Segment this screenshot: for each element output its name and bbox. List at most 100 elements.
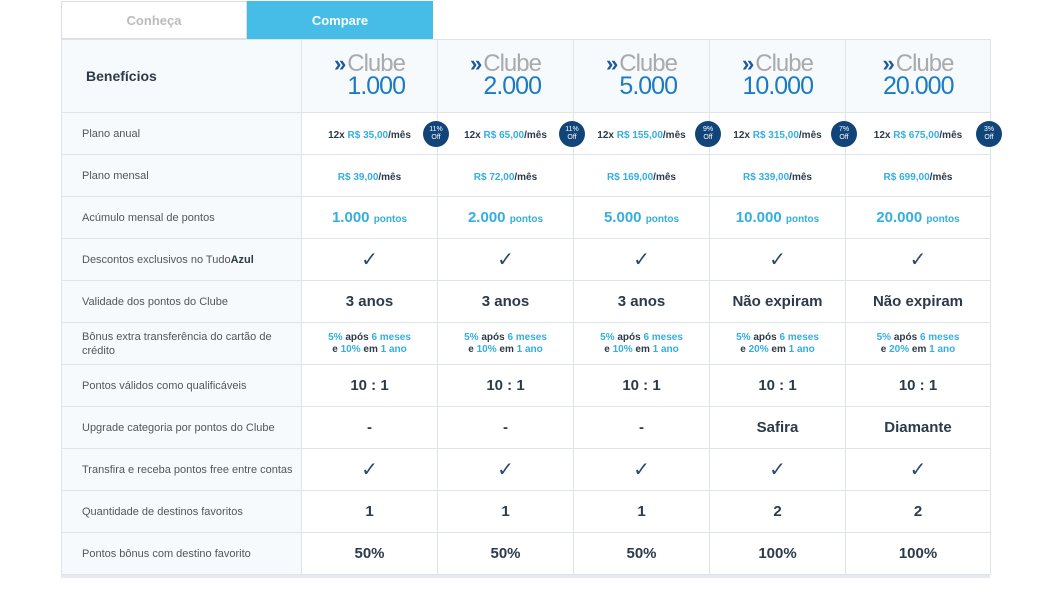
benefit-cell: 12x R$ 315,00/mês 7% Off xyxy=(709,112,857,155)
benefit-value: 3 anos xyxy=(617,292,666,310)
per-month: /mês xyxy=(939,129,963,141)
comparison-table: Benefícios »Clube 1.000 »Clube 2.000 »Clube 5.… xyxy=(61,39,1002,575)
benefit-cell: 2.000 pontos xyxy=(437,196,574,239)
discount-badge: 7% Off xyxy=(831,121,857,147)
benefit-cell: 1 xyxy=(573,490,710,533)
tab-compare[interactable]: Compare xyxy=(247,1,433,39)
benefit-cell: ✓ xyxy=(437,238,574,281)
check-icon: ✓ xyxy=(769,249,786,271)
bonus-percent-2: 10% xyxy=(476,343,497,355)
bonus-text: 5% após 6 meses e 20% em 1 ano xyxy=(846,332,990,356)
per-month: /mês xyxy=(929,171,953,183)
bonus-months: 6 meses xyxy=(779,331,819,343)
benefit-cell: R$ 339,00/mês xyxy=(709,154,846,197)
table-row: Upgrade categoria por pontos do Clube - - -… xyxy=(61,406,991,449)
benefit-cell: 10 : 1 xyxy=(709,364,846,407)
check-icon: ✓ xyxy=(769,459,786,481)
benefit-label: Bônus extra transferência do cartão de c… xyxy=(61,322,302,365)
check-icon: ✓ xyxy=(361,249,378,271)
benefit-cell: 10 : 1 xyxy=(845,364,991,407)
benefit-cell: 10 : 1 xyxy=(573,364,710,407)
bonus-and: e xyxy=(880,343,887,355)
benefit-label-text: Plano mensal xyxy=(82,169,149,182)
table-row: Validade dos pontos do Clube 3 anos 3 anos… xyxy=(61,280,991,323)
benefit-label-text: Bônus extra transferência do cartão de c… xyxy=(82,330,272,357)
benefit-value: 3 anos xyxy=(481,292,530,310)
bonus-year: 1 ano xyxy=(516,343,543,355)
bonus-after: após xyxy=(345,331,369,343)
points-value: 1.000 xyxy=(331,208,370,226)
price: R$ 65,00 xyxy=(483,129,525,141)
bonus-in: em xyxy=(499,343,514,355)
benefit-label-bold: Azul xyxy=(230,253,254,266)
benefit-value: Não expiram xyxy=(872,292,964,310)
points-unit: pontos xyxy=(926,213,960,225)
table-row: Transfira e receba pontos free entre con… xyxy=(61,448,991,491)
annual-price: 12x R$ 35,00/mês xyxy=(328,130,411,141)
club-logo: »Clube 10.000 xyxy=(742,52,814,100)
benefit-value: 100% xyxy=(758,544,797,562)
table-row: Pontos válidos como qualificáveis 10 : 1 1… xyxy=(61,364,991,407)
benefit-value: 1 xyxy=(501,502,510,520)
bonus-line-1: 5% após 6 meses xyxy=(846,332,990,344)
benefit-cell: Diamante xyxy=(845,406,991,449)
points-unit: pontos xyxy=(785,213,820,225)
benefit-label: Pontos válidos como qualificáveis xyxy=(61,364,302,407)
benefit-cell: 5% após 6 meses e 10% em 1 ano xyxy=(573,322,710,365)
club-points: 1.000 xyxy=(347,72,406,100)
points-unit: pontos xyxy=(645,213,680,225)
bonus-after: após xyxy=(893,331,918,343)
benefit-label: Transfira e receba pontos free entre con… xyxy=(61,448,302,491)
benefit-cell: 10 : 1 xyxy=(437,364,574,407)
benefit-label-text: Transfira e receba pontos free entre con… xyxy=(82,463,293,476)
benefit-cell: 3 anos xyxy=(301,280,438,323)
benefit-label-text: Descontos exclusivos no Tudo xyxy=(82,253,231,266)
bonus-percent-1: 5% xyxy=(464,331,479,343)
monthly-points: 5.000 pontos xyxy=(604,209,679,226)
benefits-header: Benefícios xyxy=(61,39,302,113)
benefit-cell: ✓ xyxy=(845,238,991,281)
bonus-in: em xyxy=(363,343,378,355)
tab-conheca[interactable]: Conheça xyxy=(61,1,247,39)
benefit-cell: 12x R$ 35,00/mês 11% Off xyxy=(301,112,449,155)
discount-percent: 11% xyxy=(565,126,579,133)
monthly-price: R$ 339,00/mês xyxy=(743,172,812,183)
benefit-cell: ✓ xyxy=(845,448,991,491)
annual-price: 12x R$ 155,00/mês xyxy=(597,130,685,141)
benefit-value: 10 : 1 xyxy=(350,376,389,394)
benefit-value: - xyxy=(639,418,644,436)
benefit-value: 1 xyxy=(637,502,646,520)
benefit-cell: ✓ xyxy=(709,448,846,491)
bonus-and: e xyxy=(332,343,338,355)
benefit-label-text: Quantidade de destinos favoritos xyxy=(82,505,243,518)
benefit-label: Pontos bônus com destino favorito xyxy=(61,532,302,575)
bonus-line-1: 5% após 6 meses xyxy=(302,332,437,344)
benefit-cell: 3 anos xyxy=(437,280,574,323)
monthly-points: 1.000 pontos xyxy=(332,209,407,226)
club-header: »Clube 5.000 xyxy=(573,39,710,113)
benefit-value: 10 : 1 xyxy=(486,376,525,394)
benefit-cell: - xyxy=(573,406,710,449)
bonus-in: em xyxy=(771,343,786,355)
discount-off: Off xyxy=(431,134,441,141)
bonus-year: 1 ano xyxy=(929,343,956,355)
club-points: 10.000 xyxy=(742,72,814,100)
installments: 12x xyxy=(328,129,345,141)
benefit-cell: 100% xyxy=(845,532,991,575)
benefit-cell: Não expiram xyxy=(709,280,846,323)
monthly-price: R$ 169,00/mês xyxy=(607,172,676,183)
bonus-year: 1 ano xyxy=(788,343,815,355)
club-header: »Clube 1.000 xyxy=(301,39,438,113)
bonus-line-1: 5% após 6 meses xyxy=(574,332,709,344)
bonus-and: e xyxy=(604,343,610,355)
chevron-double-right-icon: » xyxy=(882,51,895,76)
benefit-cell: 3 anos xyxy=(573,280,710,323)
benefit-value: 10 : 1 xyxy=(898,376,938,394)
price: R$ 699,00 xyxy=(883,171,930,183)
benefit-label-text: Pontos válidos como qualificáveis xyxy=(82,379,247,392)
price: R$ 315,00 xyxy=(752,129,799,141)
benefit-value: 100% xyxy=(898,544,938,562)
club-header: »Clube 2.000 xyxy=(437,39,574,113)
bonus-months: 6 meses xyxy=(371,331,411,343)
benefit-cell: 5.000 pontos xyxy=(573,196,710,239)
